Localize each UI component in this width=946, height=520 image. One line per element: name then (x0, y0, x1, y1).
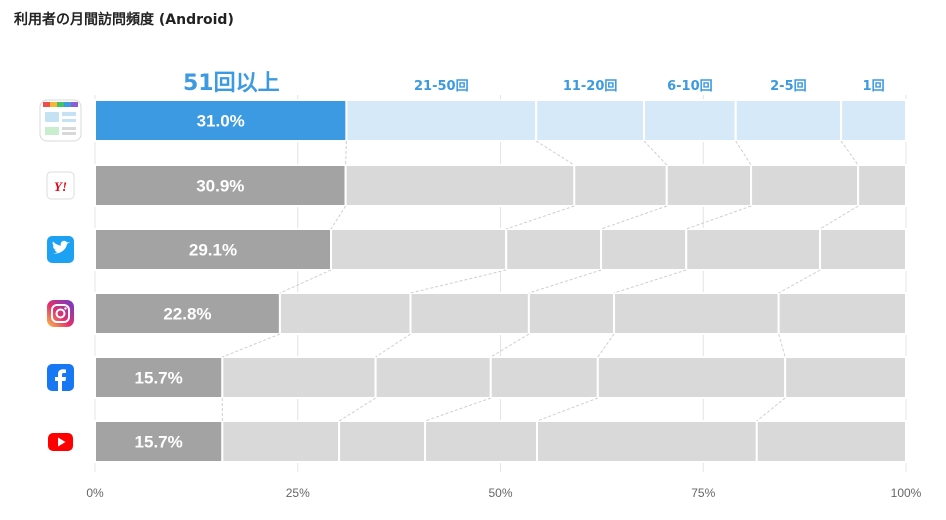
connector-line (643, 140, 668, 166)
series-label: 1回 (863, 79, 885, 94)
yahoo-icon: Y! (46, 171, 75, 200)
connector-line (819, 205, 859, 230)
x-tick-label: 0% (86, 486, 104, 500)
value-label: 15.7% (135, 369, 183, 388)
bar-segment (777, 292, 907, 335)
bar-segment (221, 420, 341, 463)
connector-line (613, 269, 687, 294)
connector-line (490, 333, 530, 358)
connector-line (345, 140, 347, 166)
twitter-icon (47, 236, 74, 263)
connector-line (506, 205, 575, 230)
bar-segment (424, 420, 538, 463)
value-label: 30.9% (196, 177, 244, 196)
bar-segment (840, 99, 907, 142)
bar-segment (755, 420, 907, 463)
value-label: 29.1% (189, 241, 237, 260)
bar-segment (94, 420, 224, 463)
bar-segment (94, 99, 348, 142)
bar-segment (600, 228, 688, 271)
connector-line (735, 140, 752, 166)
connector-line (778, 333, 786, 358)
bar-segment (819, 228, 907, 271)
bar-segment (535, 99, 646, 142)
value-label: 31.0% (197, 112, 245, 131)
bar-segment (596, 356, 787, 399)
bar-segment (535, 420, 758, 463)
connector-line (840, 140, 859, 166)
bar-segment (685, 228, 822, 271)
connector-line (686, 205, 752, 230)
bar-segment (665, 164, 753, 207)
connector-line (756, 397, 786, 422)
instagram-icon (47, 300, 74, 327)
bar-segment (221, 356, 377, 399)
bar-segment (734, 99, 843, 142)
bar-segment (613, 292, 780, 335)
bar-segment (784, 356, 908, 399)
connector-line (536, 397, 598, 422)
x-tick-label: 25% (286, 486, 310, 500)
connector-line (330, 205, 347, 230)
bar-segment (94, 164, 347, 207)
connector-line (528, 269, 602, 294)
bar-segment (409, 292, 530, 335)
bar-segment (505, 228, 603, 271)
connector-line (535, 140, 575, 166)
bar-segment (527, 292, 616, 335)
bar-segment (94, 228, 333, 271)
page-title: 利用者の月間訪問頻度 (Android) (14, 12, 234, 28)
connector-line (222, 333, 281, 358)
connector-line (410, 269, 507, 294)
connector-line (600, 205, 667, 230)
series-label: 51回以上 (183, 71, 280, 96)
bar-segment (750, 164, 860, 207)
connector-line (424, 397, 491, 422)
bar-segment (338, 420, 427, 463)
bar-segment (344, 164, 576, 207)
svg-text:Y!: Y! (54, 179, 67, 194)
connector-line (597, 333, 615, 358)
bar-segment (330, 228, 508, 271)
bar-segment (278, 292, 412, 335)
bar-segment (573, 164, 668, 207)
bar-segment (374, 356, 492, 399)
bar-segment (489, 356, 599, 399)
series-label: 2-5回 (770, 79, 807, 94)
x-tick-label: 75% (691, 486, 715, 500)
series-label: 21-50回 (414, 79, 469, 94)
connector-line (279, 269, 332, 294)
series-label: 6-10回 (667, 79, 713, 94)
facebook-icon (47, 364, 74, 391)
connector-line (338, 397, 376, 422)
x-tick-label: 50% (488, 486, 512, 500)
value-label: 15.7% (135, 433, 183, 452)
bar-segment (94, 292, 281, 335)
bar-segment (345, 99, 538, 142)
bar-segment (857, 164, 907, 207)
youtube-icon (48, 433, 73, 451)
bar-segment (643, 99, 737, 142)
connector-line (778, 269, 821, 294)
value-label: 22.8% (163, 305, 211, 324)
series-label: 11-20回 (563, 79, 618, 94)
x-tick-label: 100% (891, 486, 922, 500)
smartnews-icon (39, 99, 82, 142)
connector-line (375, 333, 411, 358)
